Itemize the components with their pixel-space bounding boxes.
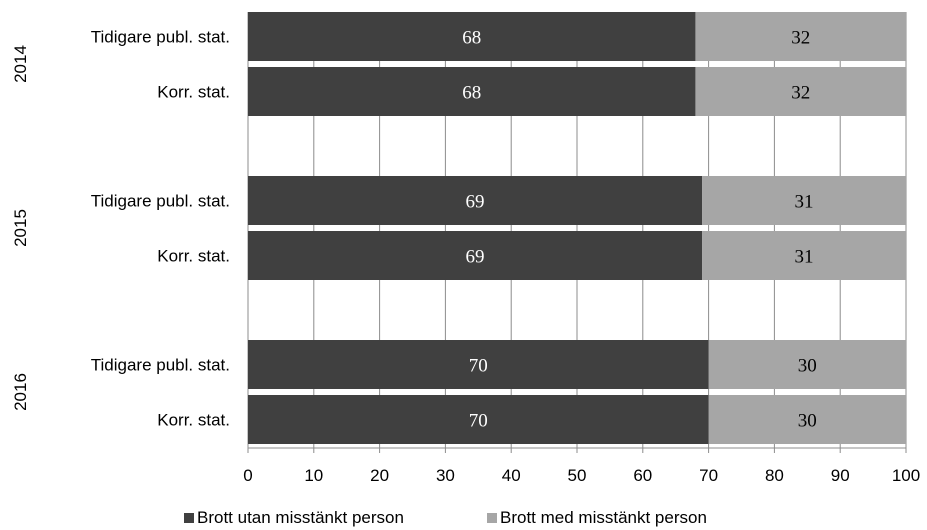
data-label: 32 (791, 83, 810, 104)
year-label: 2014 (11, 45, 30, 83)
x-tick-label: 100 (892, 466, 920, 485)
x-tick-label: 70 (699, 466, 718, 485)
data-label: 30 (798, 356, 817, 377)
data-label: 68 (462, 83, 481, 104)
data-label: 70 (469, 411, 488, 432)
bar-segment (248, 176, 703, 225)
x-tick-label: 0 (243, 466, 252, 485)
legend-swatch (487, 513, 497, 523)
data-label: 68 (462, 28, 481, 49)
data-label: 70 (469, 356, 488, 377)
data-label: 69 (466, 247, 485, 268)
data-label: 30 (798, 411, 817, 432)
x-axis: 0 10 20 30 40 50 60 70 80 90 100 (243, 447, 920, 485)
legend-swatch (184, 513, 194, 523)
year-label: 2016 (11, 373, 30, 411)
bar-segment (248, 67, 696, 116)
data-label: 32 (791, 28, 810, 49)
x-tick-label: 20 (370, 466, 389, 485)
bar-segment (248, 340, 709, 389)
year-labels: 2014 2015 2016 (11, 45, 30, 411)
category-label: Tidigare publ. stat. (91, 28, 230, 47)
legend-label: Brott utan misstänkt person (197, 508, 404, 527)
data-label: 69 (466, 192, 485, 213)
x-tick-label: 30 (436, 466, 455, 485)
bar-segment (248, 231, 703, 280)
bar-segment (695, 67, 906, 116)
legend-label: Brott med misstänkt person (500, 508, 707, 527)
bars: 68 32 68 32 69 31 69 31 70 30 70 30 (248, 12, 906, 444)
bar-segment (702, 231, 906, 280)
category-label: Tidigare publ. stat. (91, 192, 230, 211)
data-label: 31 (795, 192, 814, 213)
category-label: Korr. stat. (157, 411, 230, 430)
x-tick-label: 60 (633, 466, 652, 485)
category-label: Tidigare publ. stat. (91, 356, 230, 375)
legend: Brott utan misstänkt person Brott med mis… (184, 508, 707, 527)
x-tick-label: 40 (502, 466, 521, 485)
category-label: Korr. stat. (157, 83, 230, 102)
x-tick-label: 50 (568, 466, 587, 485)
year-label: 2015 (11, 209, 30, 247)
bar-segment (248, 12, 696, 61)
x-tick-label: 10 (304, 466, 323, 485)
bar-segment (248, 395, 709, 444)
bar-segment (695, 12, 906, 61)
category-label: Korr. stat. (157, 247, 230, 266)
category-labels: Tidigare publ. stat. Korr. stat. Tidigare … (91, 28, 230, 430)
bar-segment (702, 176, 906, 225)
x-tick-label: 80 (765, 466, 784, 485)
x-tick-label: 90 (831, 466, 850, 485)
bar-segment (708, 395, 906, 444)
data-label: 31 (795, 247, 814, 268)
bar-segment (708, 340, 906, 389)
